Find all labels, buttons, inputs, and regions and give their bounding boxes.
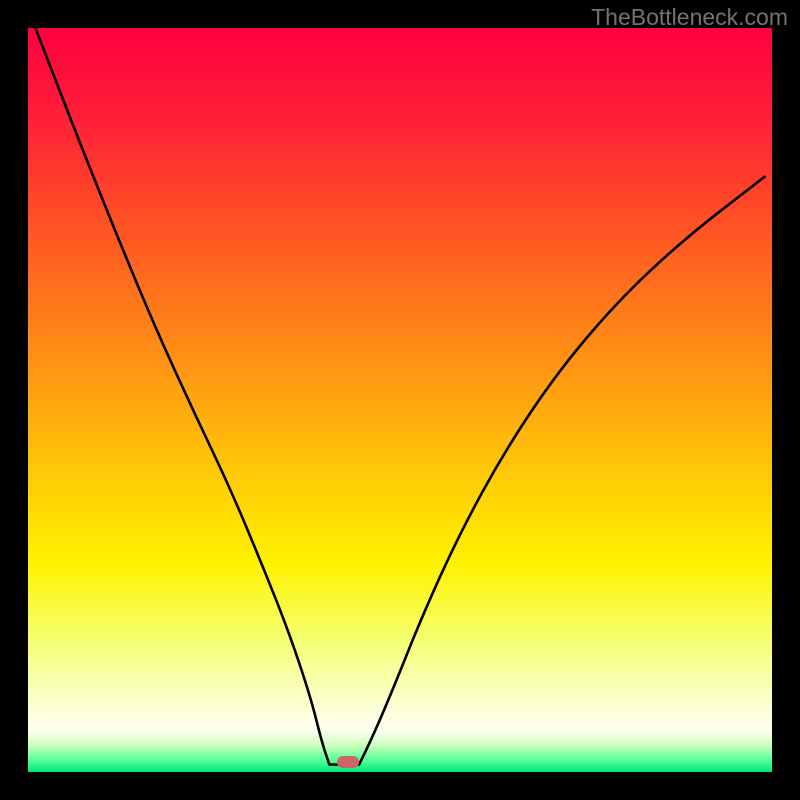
chart-plot-area bbox=[28, 28, 772, 772]
chart-background bbox=[28, 28, 772, 772]
watermark-text: TheBottleneck.com bbox=[591, 4, 788, 31]
chart-svg bbox=[28, 28, 772, 772]
bottleneck-marker bbox=[337, 756, 359, 768]
